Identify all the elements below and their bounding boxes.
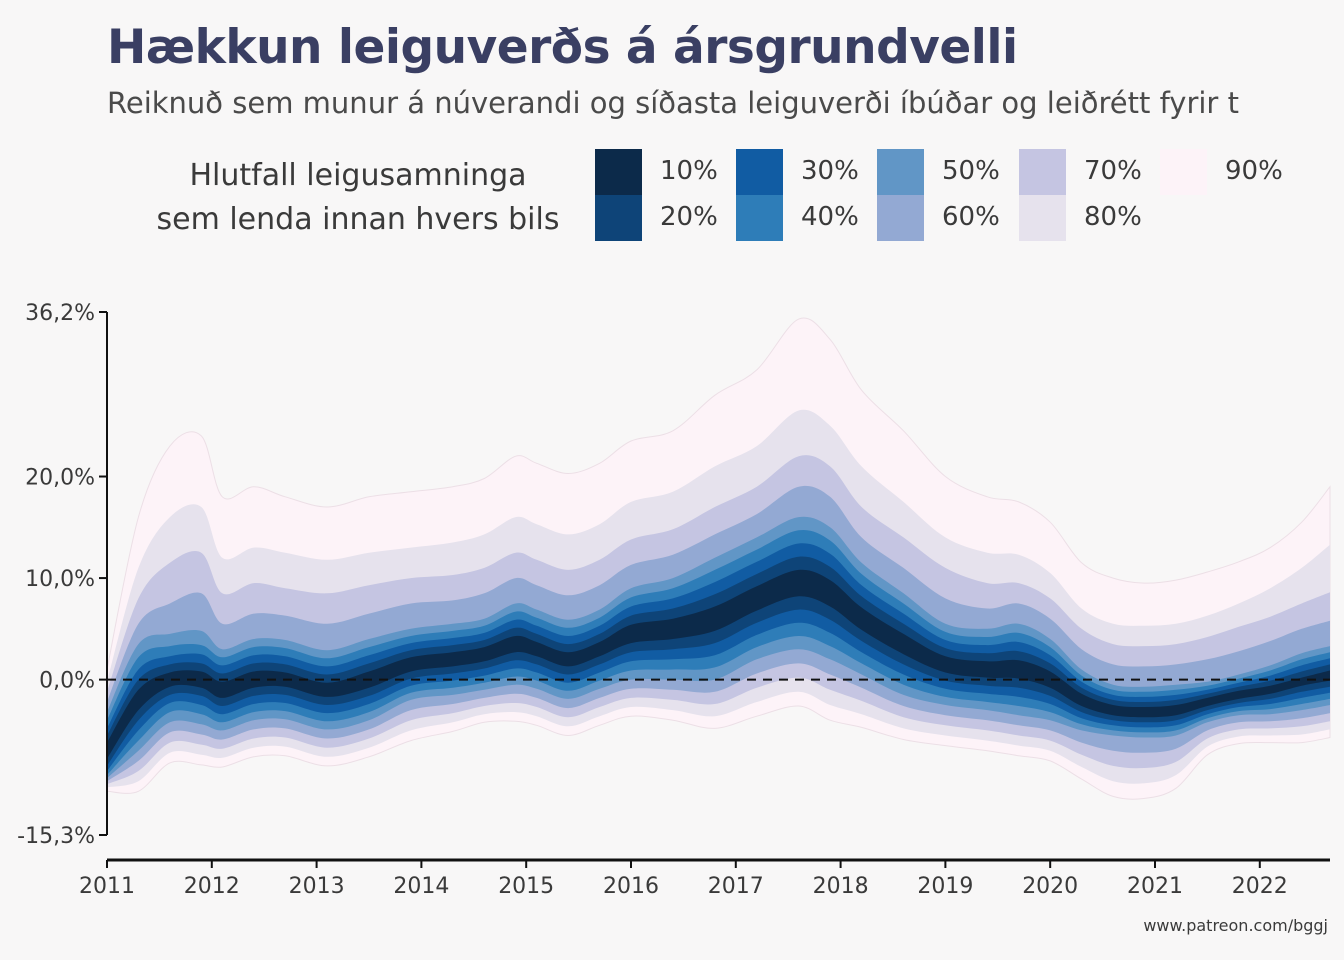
- legend-label-60pct: 60%: [942, 202, 1000, 232]
- legend-swatch-10pct: [595, 149, 642, 195]
- x-tick-label: 2020: [1022, 874, 1078, 899]
- legend-label-90pct: 90%: [1225, 156, 1283, 186]
- x-tick-label: 2017: [708, 874, 764, 899]
- legend-label-20pct: 20%: [660, 202, 718, 232]
- x-tick-label: 2016: [603, 874, 659, 899]
- legend-label-40pct: 40%: [801, 202, 859, 232]
- x-tick-label: 2012: [184, 874, 240, 899]
- y-tick-label: 20,0%: [25, 466, 95, 491]
- legend-swatch-90pct: [1160, 149, 1207, 195]
- legend-swatch-40pct: [736, 195, 783, 241]
- legend-label-70pct: 70%: [1084, 156, 1142, 186]
- legend-swatch-20pct: [595, 195, 642, 241]
- x-tick-label: 2015: [498, 874, 554, 899]
- legend-label-80pct: 80%: [1084, 202, 1142, 232]
- chart-title: Hækkun leiguverðs á ársgrundvelli: [107, 20, 1018, 75]
- band-30pct: [107, 543, 1330, 771]
- legend-title: Hlutfall leigusamninga sem lenda innan h…: [140, 154, 576, 242]
- legend-label-50pct: 50%: [942, 156, 1000, 186]
- x-tick-label: 2011: [79, 874, 135, 899]
- x-tick-label: 2014: [393, 874, 449, 899]
- x-tick-label: 2018: [813, 874, 869, 899]
- band-10pct: [107, 569, 1330, 759]
- y-tick-label: 10,0%: [25, 567, 95, 592]
- band-20pct: [107, 556, 1330, 766]
- x-tick-label: 2021: [1127, 874, 1183, 899]
- legend-label-10pct: 10%: [660, 156, 718, 186]
- x-tick-label: 2019: [917, 874, 973, 899]
- y-tick-label: -15,3%: [17, 824, 95, 849]
- y-tick-label: 0,0%: [39, 669, 95, 694]
- legend-swatch-80pct: [1019, 195, 1066, 241]
- legend-title-line1: Hlutfall leigusamninga: [189, 158, 527, 193]
- legend-label-30pct: 30%: [801, 156, 859, 186]
- x-tick-label: 2022: [1232, 874, 1288, 899]
- legend-swatch-60pct: [877, 195, 924, 241]
- legend-title-line2: sem lenda innan hvers bils: [156, 202, 560, 237]
- x-tick-label: 2013: [289, 874, 345, 899]
- y-tick-label: 36,2%: [25, 301, 95, 326]
- legend-swatch-50pct: [877, 149, 924, 195]
- legend-swatch-30pct: [736, 149, 783, 195]
- source-caption: www.patreon.com/bggj: [1143, 916, 1328, 935]
- chart-subtitle: Reiknuð sem munur á núverandi og síðasta…: [107, 86, 1239, 120]
- legend-swatch-70pct: [1019, 149, 1066, 195]
